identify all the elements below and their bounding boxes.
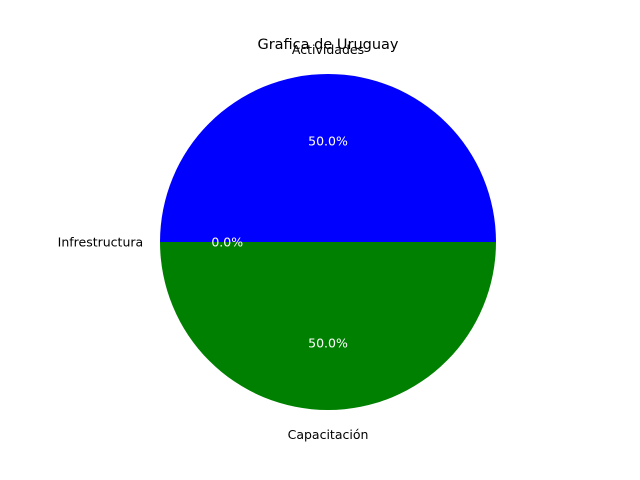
chart-title: Grafica de Uruguay — [257, 37, 398, 53]
pie-labels: Actividades 50.0% Infrestructura 0.0% Capaci… — [58, 42, 369, 442]
slice-label-actividades: Actividades — [292, 42, 364, 57]
slice-percent-actividades: 50.0% — [308, 134, 348, 149]
pie-slice-actividades — [160, 74, 496, 242]
pie-slices — [160, 74, 496, 410]
slice-percent-infrestructura: 0.0% — [211, 235, 243, 250]
slice-label-infrestructura: Infrestructura — [58, 235, 144, 250]
slice-label-capacitacion: Capacitación — [288, 427, 369, 442]
slice-percent-capacitacion: 50.0% — [308, 335, 348, 350]
pie-slice-capacitacion — [160, 242, 496, 410]
